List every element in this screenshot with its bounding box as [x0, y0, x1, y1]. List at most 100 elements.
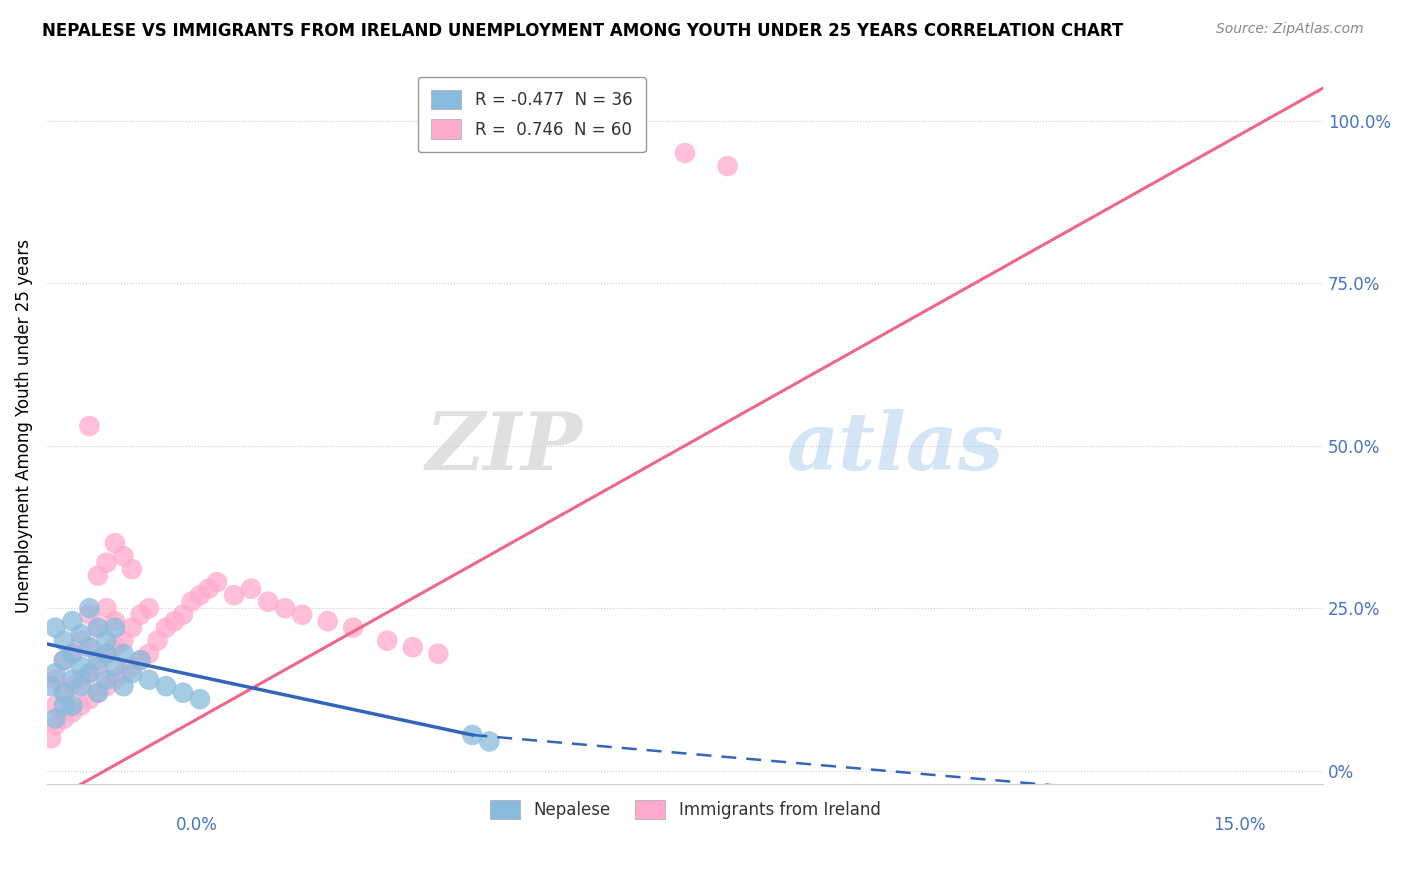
- Point: [62, 647, 84, 661]
- Point: [87, 621, 110, 635]
- Point: [79, 666, 101, 681]
- Point: [104, 673, 127, 687]
- Text: atlas: atlas: [787, 409, 1004, 486]
- Point: [87, 568, 110, 582]
- Point: [129, 607, 152, 622]
- Point: [44, 666, 66, 681]
- Point: [79, 601, 101, 615]
- Point: [188, 588, 211, 602]
- Point: [222, 588, 245, 602]
- Point: [197, 582, 219, 596]
- Point: [155, 679, 177, 693]
- Point: [188, 692, 211, 706]
- Point: [478, 734, 501, 748]
- Legend: Nepalese, Immigrants from Ireland: Nepalese, Immigrants from Ireland: [482, 793, 887, 825]
- Point: [44, 621, 66, 635]
- Point: [79, 640, 101, 655]
- Point: [112, 549, 135, 564]
- Point: [104, 659, 127, 673]
- Point: [316, 614, 339, 628]
- Point: [146, 633, 169, 648]
- Point: [70, 627, 93, 641]
- Point: [39, 731, 62, 746]
- Point: [121, 659, 143, 673]
- Point: [180, 595, 202, 609]
- Text: 0.0%: 0.0%: [176, 816, 218, 834]
- Point: [70, 659, 93, 673]
- Point: [79, 666, 101, 681]
- Point: [673, 146, 696, 161]
- Point: [44, 673, 66, 687]
- Point: [96, 647, 118, 661]
- Point: [52, 686, 75, 700]
- Point: [138, 673, 160, 687]
- Point: [112, 666, 135, 681]
- Point: [70, 698, 93, 713]
- Point: [44, 712, 66, 726]
- Point: [716, 159, 738, 173]
- Point: [79, 640, 101, 655]
- Point: [70, 679, 93, 693]
- Text: Source: ZipAtlas.com: Source: ZipAtlas.com: [1216, 22, 1364, 37]
- Point: [104, 536, 127, 550]
- Point: [96, 673, 118, 687]
- Point: [52, 653, 75, 667]
- Point: [121, 621, 143, 635]
- Point: [62, 673, 84, 687]
- Point: [112, 647, 135, 661]
- Point: [52, 712, 75, 726]
- Point: [96, 601, 118, 615]
- Point: [62, 679, 84, 693]
- Point: [79, 419, 101, 434]
- Point: [52, 633, 75, 648]
- Point: [375, 633, 398, 648]
- Point: [39, 679, 62, 693]
- Point: [121, 562, 143, 576]
- Text: 15.0%: 15.0%: [1213, 816, 1265, 834]
- Point: [291, 607, 314, 622]
- Point: [129, 653, 152, 667]
- Point: [205, 575, 228, 590]
- Point: [62, 698, 84, 713]
- Text: NEPALESE VS IMMIGRANTS FROM IRELAND UNEMPLOYMENT AMONG YOUTH UNDER 25 YEARS CORR: NEPALESE VS IMMIGRANTS FROM IRELAND UNEM…: [42, 22, 1123, 40]
- Point: [155, 621, 177, 635]
- Point: [274, 601, 297, 615]
- Point: [427, 647, 450, 661]
- Point: [104, 640, 127, 655]
- Point: [461, 728, 484, 742]
- Point: [87, 621, 110, 635]
- Point: [62, 705, 84, 719]
- Point: [70, 633, 93, 648]
- Y-axis label: Unemployment Among Youth under 25 years: Unemployment Among Youth under 25 years: [15, 239, 32, 613]
- Point: [402, 640, 425, 655]
- Point: [62, 614, 84, 628]
- Point: [112, 633, 135, 648]
- Point: [138, 601, 160, 615]
- Point: [342, 621, 364, 635]
- Point: [96, 556, 118, 570]
- Point: [104, 621, 127, 635]
- Point: [79, 692, 101, 706]
- Point: [79, 607, 101, 622]
- Text: ZIP: ZIP: [426, 409, 583, 486]
- Point: [96, 647, 118, 661]
- Point: [96, 633, 118, 648]
- Point: [129, 653, 152, 667]
- Point: [87, 686, 110, 700]
- Point: [87, 659, 110, 673]
- Point: [112, 679, 135, 693]
- Point: [121, 666, 143, 681]
- Point: [70, 673, 93, 687]
- Point: [104, 614, 127, 628]
- Point: [163, 614, 186, 628]
- Point: [172, 607, 194, 622]
- Point: [257, 595, 280, 609]
- Point: [44, 718, 66, 732]
- Point: [96, 679, 118, 693]
- Point: [52, 698, 75, 713]
- Point: [52, 686, 75, 700]
- Point: [62, 647, 84, 661]
- Point: [52, 653, 75, 667]
- Point: [87, 653, 110, 667]
- Point: [44, 698, 66, 713]
